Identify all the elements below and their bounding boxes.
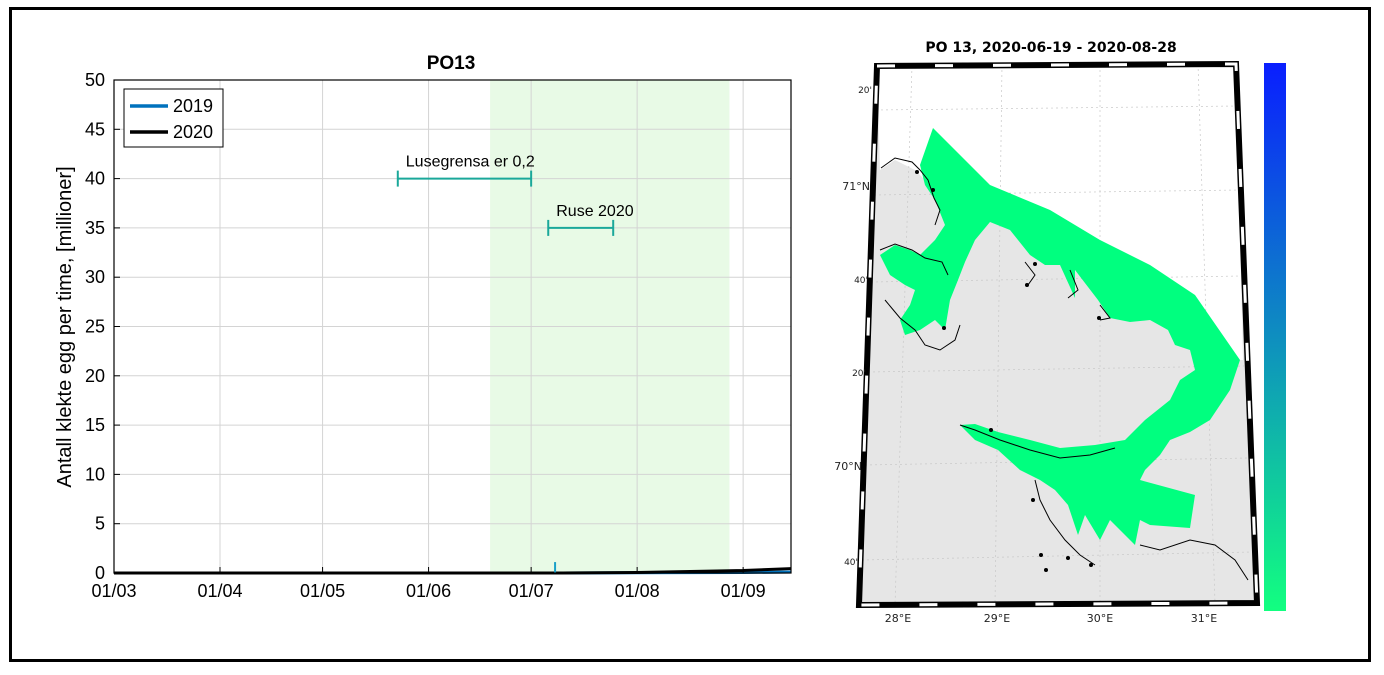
y-tick-label: 0 <box>95 563 105 583</box>
annotation-label: Ruse 2020 <box>556 203 633 220</box>
coverage-map: PO 13, 2020-06-19 - 2020-08-28 <box>834 40 1286 625</box>
y-tick-label: 25 <box>85 317 105 337</box>
latitude-label: 40' <box>844 558 858 568</box>
colorbar <box>1264 63 1286 611</box>
longitude-label: 31°E <box>1191 612 1217 625</box>
legend-label: 2020 <box>173 122 213 142</box>
chart-annotations: Lusegrensa er 0,2 Ruse 2020 <box>396 154 634 236</box>
latitude-label: 70°N <box>834 460 862 473</box>
map-coastline <box>879 157 1249 581</box>
y-tick-label: 35 <box>85 218 105 238</box>
latitude-label: 71°N <box>842 180 870 193</box>
x-tick-label: 01/05 <box>300 581 345 601</box>
latitude-label: 20' <box>858 86 872 96</box>
legend-label: 2019 <box>173 96 213 116</box>
map-longitude-labels: 28°E 29°E 30°E 31°E <box>885 612 1217 625</box>
y-tick-label: 20 <box>85 366 105 386</box>
map-coverage <box>880 128 1240 545</box>
y-tick-label: 45 <box>85 119 105 139</box>
map-title: PO 13, 2020-06-19 - 2020-08-28 <box>925 40 1176 56</box>
x-tick-label: 01/06 <box>406 581 451 601</box>
legend-box <box>123 88 224 148</box>
longitude-label: 30°E <box>1087 612 1113 625</box>
chart-legend: 2019 2020 <box>123 88 224 148</box>
longitude-label: 28°E <box>885 612 911 625</box>
x-tick-label: 01/09 <box>721 581 766 601</box>
latitude-label: 20' <box>852 369 866 379</box>
annotation-label: Lusegrensa er 0,2 <box>406 154 535 171</box>
y-tick-label: 5 <box>95 514 105 534</box>
y-tick-label: 40 <box>85 169 105 189</box>
map-stations <box>915 170 1101 572</box>
y-tick-label: 30 <box>85 267 105 287</box>
x-tick-label: 01/03 <box>91 581 136 601</box>
x-tick-label: 01/08 <box>615 581 660 601</box>
chart-title: PO13 <box>427 53 476 74</box>
y-tick-label: 50 <box>85 70 105 90</box>
x-tick-label: 01/04 <box>197 581 242 601</box>
latitude-label: 40' <box>854 276 868 286</box>
map-latitude-labels: 20' 71°N 40' 20' 70°N 40' <box>834 86 872 568</box>
y-tick-label: 15 <box>85 415 105 435</box>
y-tick-label: 10 <box>85 464 105 484</box>
y-axis-label: Antall klekte egg per time, [millioner] <box>54 166 76 487</box>
longitude-label: 29°E <box>984 612 1010 625</box>
chart-ticks: 01/03 01/04 01/05 01/06 01/07 01/08 01/09 0 5 10 1… <box>85 70 766 601</box>
x-tick-label: 01/07 <box>509 581 554 601</box>
